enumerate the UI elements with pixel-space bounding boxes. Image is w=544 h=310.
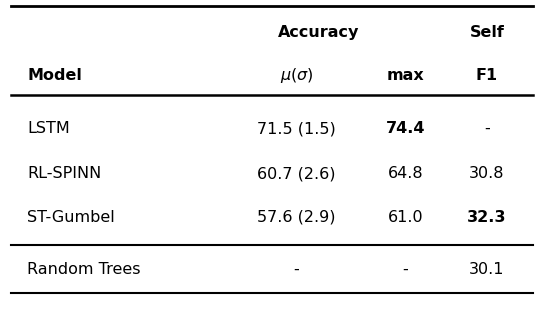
Text: Random Trees: Random Trees [27, 262, 141, 277]
Text: max: max [386, 69, 424, 83]
Text: 61.0: 61.0 [387, 210, 423, 224]
Text: $\mu(\sigma)$: $\mu(\sigma)$ [280, 66, 313, 86]
Text: 30.1: 30.1 [469, 262, 505, 277]
Text: F1: F1 [476, 69, 498, 83]
Text: 57.6 (2.9): 57.6 (2.9) [257, 210, 336, 224]
Text: LSTM: LSTM [27, 121, 70, 136]
Text: Model: Model [27, 69, 82, 83]
Text: 60.7 (2.6): 60.7 (2.6) [257, 166, 336, 181]
Text: 71.5 (1.5): 71.5 (1.5) [257, 121, 336, 136]
Text: ST-Gumbel: ST-Gumbel [27, 210, 115, 224]
Text: Self: Self [469, 25, 504, 40]
Text: 64.8: 64.8 [387, 166, 423, 181]
Text: Accuracy: Accuracy [277, 25, 359, 40]
Text: 74.4: 74.4 [386, 121, 425, 136]
Text: 30.8: 30.8 [469, 166, 505, 181]
Text: RL-SPINN: RL-SPINN [27, 166, 101, 181]
Text: 32.3: 32.3 [467, 210, 506, 224]
Text: -: - [294, 262, 299, 277]
Text: -: - [403, 262, 408, 277]
Text: -: - [484, 121, 490, 136]
